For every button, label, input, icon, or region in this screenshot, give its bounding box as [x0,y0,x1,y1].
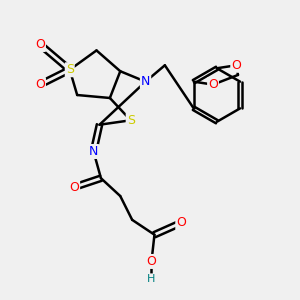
Text: H: H [147,274,156,284]
Text: O: O [35,38,45,51]
Text: O: O [35,78,45,91]
Text: S: S [127,114,135,127]
Text: O: O [208,78,218,91]
Text: N: N [141,75,150,88]
Text: N: N [89,145,98,158]
Text: S: S [66,63,74,76]
Text: O: O [146,255,156,268]
Text: O: O [176,216,186,229]
Text: O: O [231,59,241,72]
Text: O: O [69,181,79,194]
